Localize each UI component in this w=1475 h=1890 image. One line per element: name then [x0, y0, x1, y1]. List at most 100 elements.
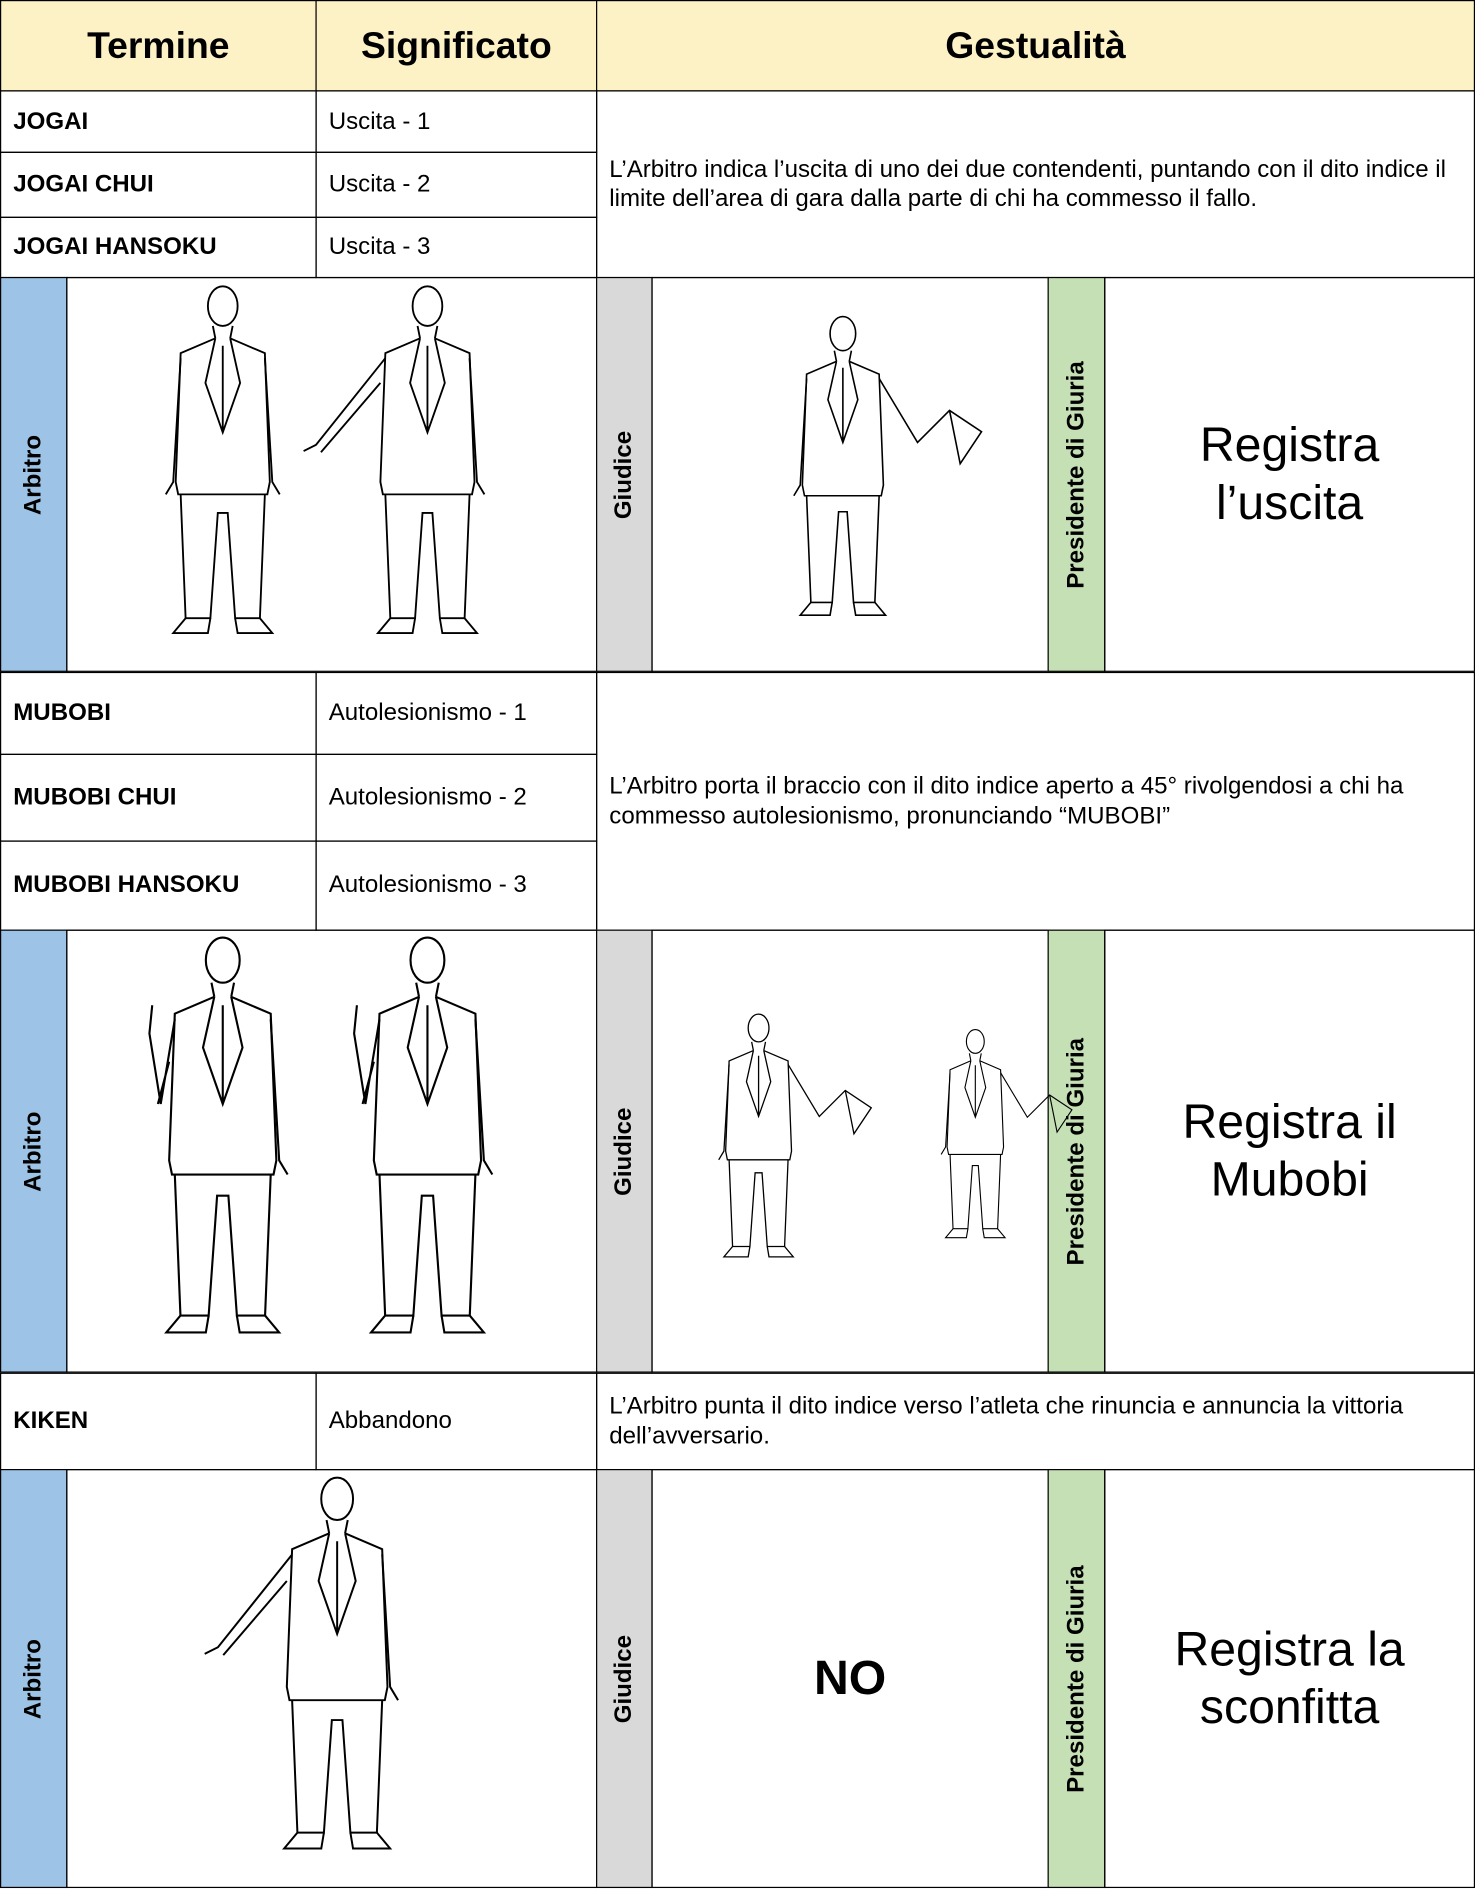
- figure-stroke: [353, 1005, 381, 1105]
- arbitro-label: Arbitro: [0, 1469, 68, 1889]
- figure-stroke: [204, 338, 242, 436]
- figure-stroke: [474, 1019, 494, 1176]
- column-header: Termine: [0, 0, 317, 92]
- presidente-text: Registra la sconfitta: [1104, 1469, 1475, 1889]
- figure-stroke: [204, 936, 241, 984]
- figure-stroke: [940, 1072, 951, 1155]
- figure-stroke: [787, 1064, 873, 1136]
- term: JOGAI: [0, 90, 317, 153]
- meaning: Autolesionismo - 2: [315, 753, 598, 842]
- figure-stroke: [805, 495, 880, 604]
- description: L’Arbitro porta il braccio con il dito i…: [596, 671, 1475, 931]
- figure-stroke: [949, 1154, 1002, 1230]
- presidente-label: Presidente di Giuria: [1047, 276, 1106, 672]
- figure-stroke: [827, 361, 859, 445]
- figure-stroke: [204, 1553, 293, 1656]
- figure-stroke: [378, 1174, 477, 1317]
- presidente-label: Presidente di Giuria: [1047, 929, 1106, 1373]
- giudice-label: Giudice: [596, 276, 653, 672]
- figure-stroke: [171, 617, 275, 635]
- column-header: Gestualità: [596, 0, 1475, 92]
- giudice-label-text: Giudice: [610, 430, 637, 519]
- figure-stroke: [368, 1314, 487, 1334]
- figure: [793, 315, 983, 616]
- figure: [164, 285, 281, 635]
- figure-stroke: [384, 494, 471, 620]
- figure-stroke: [409, 936, 446, 984]
- term: JOGAI CHUI: [0, 151, 317, 218]
- figure-stroke: [317, 1533, 357, 1637]
- giudice-label: Giudice: [596, 1469, 653, 1889]
- presidente-label-text: Presidente di Giuria: [1062, 360, 1090, 589]
- arbitro-label: Arbitro: [0, 276, 68, 672]
- figure-stroke: [210, 982, 236, 997]
- figure-stroke: [728, 1159, 789, 1248]
- figure-stroke: [303, 357, 387, 453]
- figure-stroke: [179, 494, 266, 620]
- giudice-text: NO: [651, 1469, 1049, 1889]
- figure-stroke: [829, 315, 857, 352]
- figure-stroke: [263, 358, 281, 495]
- figure-stroke: [320, 1476, 355, 1522]
- figure-stroke: [375, 617, 479, 635]
- figure-stroke: [206, 285, 239, 327]
- arbitro-label-text: Arbitro: [19, 1638, 47, 1719]
- term: MUBOBI CHUI: [0, 753, 317, 842]
- meaning: Autolesionismo - 3: [315, 840, 598, 931]
- presidente-label-text: Presidente di Giuria: [1062, 1037, 1090, 1265]
- figure-stroke: [416, 325, 439, 339]
- figure-stroke: [415, 982, 440, 997]
- description: L’Arbitro punta il dito indice verso l’a…: [596, 1372, 1475, 1471]
- meaning: Abbandono: [315, 1372, 598, 1471]
- arbitro-image: [66, 276, 598, 672]
- figure-stroke: [291, 1700, 384, 1834]
- arbitro-label-text: Arbitro: [19, 434, 47, 515]
- meaning: Uscita - 2: [315, 151, 598, 218]
- figure-stroke: [964, 1060, 987, 1119]
- figure: [353, 936, 494, 1334]
- figure-stroke: [164, 1314, 282, 1334]
- figure-stroke: [164, 358, 182, 495]
- figure-stroke: [269, 1019, 289, 1176]
- figure-stroke: [468, 358, 486, 495]
- figure-stroke: [148, 1005, 176, 1105]
- column-header: Significato: [315, 0, 598, 92]
- figure-stroke: [282, 1832, 393, 1850]
- figure-stroke: [211, 325, 234, 339]
- arbitro-image: [66, 1469, 598, 1889]
- figure-stroke: [751, 1041, 767, 1051]
- figure-stroke: [325, 1519, 349, 1534]
- term: KIKEN: [0, 1372, 317, 1471]
- giudice-label-text: Giudice: [610, 1106, 637, 1196]
- figure-stroke: [406, 996, 449, 1108]
- figure-stroke: [798, 601, 888, 616]
- meaning: Autolesionismo - 1: [315, 671, 598, 755]
- arbitro-label: Arbitro: [0, 929, 68, 1373]
- figure-stroke: [409, 338, 446, 436]
- arbitro-image: [66, 929, 598, 1373]
- presidente-label: Presidente di Giuria: [1047, 1469, 1106, 1889]
- figure: [148, 936, 289, 1334]
- giudice-label: Giudice: [596, 929, 653, 1373]
- figure-stroke: [747, 1013, 770, 1043]
- figure: [718, 1013, 873, 1258]
- description: L’Arbitro indica l’uscita di uno dei due…: [596, 90, 1475, 279]
- figure-stroke: [833, 350, 853, 362]
- arbitro-label-text: Arbitro: [19, 1110, 47, 1192]
- figure-stroke: [878, 378, 983, 466]
- figure: [940, 1029, 1073, 1239]
- term: JOGAI HANSOKU: [0, 216, 317, 279]
- figure-stroke: [173, 1174, 272, 1317]
- figure-stroke: [1000, 1072, 1073, 1134]
- meaning: Uscita - 3: [315, 216, 598, 279]
- presidente-label-text: Presidente di Giuria: [1062, 1564, 1090, 1793]
- meaning: Uscita - 1: [315, 90, 598, 153]
- presidente-text: Registra il Mubobi: [1104, 929, 1475, 1373]
- figure-stroke: [793, 378, 808, 497]
- figure-stroke: [722, 1246, 795, 1258]
- figure-stroke: [201, 996, 244, 1108]
- figure: [204, 1476, 399, 1850]
- giudice-label-text: Giudice: [610, 1634, 637, 1723]
- figure-stroke: [968, 1053, 982, 1061]
